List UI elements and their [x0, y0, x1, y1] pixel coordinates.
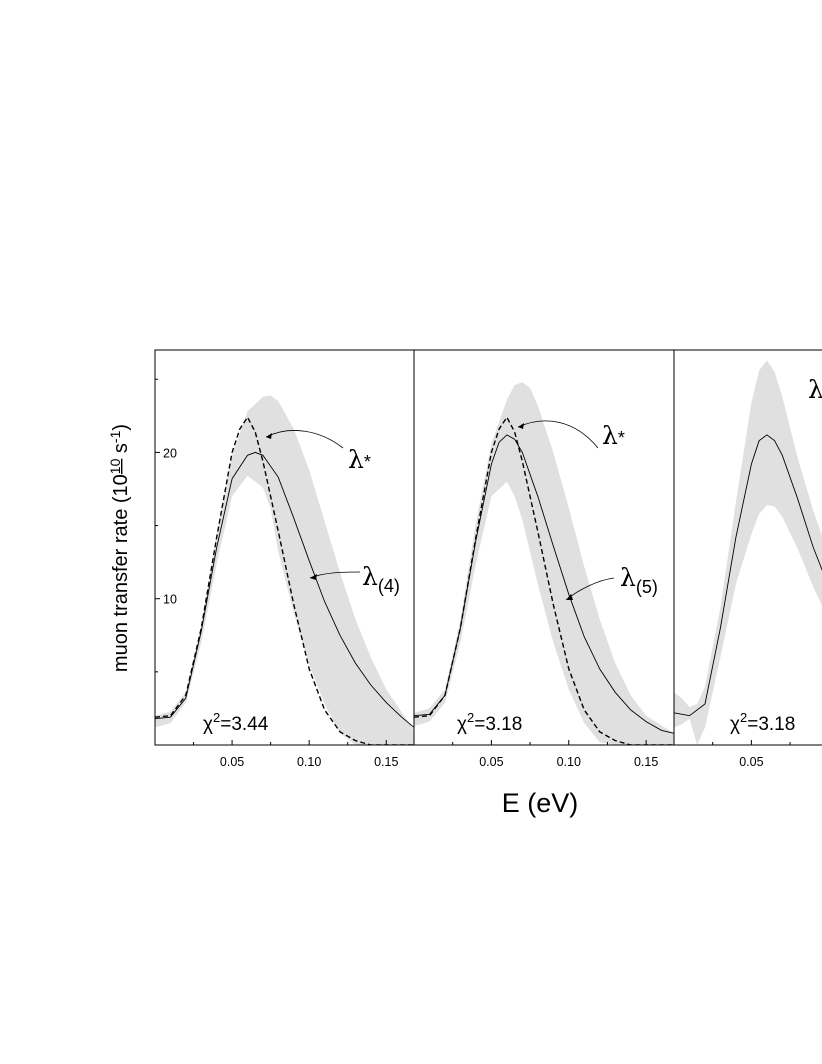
- x-tick-label: 0.05: [220, 755, 244, 769]
- panel-3: [674, 360, 822, 745]
- series-lambda-star-curve: [414, 415, 674, 745]
- x-tick-label: 0.05: [739, 755, 763, 769]
- x-tick-label: 0.15: [374, 755, 398, 769]
- lambda-star-leader: [265, 430, 344, 449]
- leader-arrowhead: [310, 574, 317, 580]
- x-tick-label: 0.10: [557, 755, 581, 769]
- panel-2: [414, 382, 674, 745]
- chi-square-label: χ2=3.18: [457, 710, 522, 735]
- uncertainty-band: [155, 395, 414, 745]
- chi-square-label: χ2=3.18: [730, 710, 795, 735]
- lambda-5-label: λ(5): [620, 563, 658, 597]
- y-tick-label: 20: [163, 446, 177, 460]
- panel-1: [155, 395, 414, 745]
- uncertainty-band: [674, 360, 822, 745]
- series-lambda-curve: [674, 434, 822, 717]
- lambda-star-label: λ*: [348, 445, 371, 474]
- y-tick-label: 10: [163, 593, 177, 607]
- leader-arrowhead: [518, 423, 524, 429]
- lambda-star-label: λ*: [602, 421, 625, 450]
- x-tick-label: 0.10: [297, 755, 321, 769]
- series-lambda-curve: [414, 434, 674, 734]
- x-tick-label: 0.05: [479, 755, 503, 769]
- series-lambda-star-curve: [155, 415, 414, 745]
- y-axis-label: muon transfer rate (1010 s-1): [107, 424, 132, 672]
- leader-arrowhead: [566, 594, 573, 600]
- x-axis-label: E (eV): [502, 788, 579, 818]
- panel-frame: [673, 349, 822, 746]
- axis-layer: 0.05 0.10 0.15 χ2=3.44 0.05 0.10 0.15 χ2=3.18 0.…: [154, 349, 822, 769]
- leader-arrowhead: [266, 433, 272, 439]
- uncertainty-band: [414, 382, 674, 745]
- lambda-star-leader: [517, 420, 599, 449]
- lambda-4-label: λ(4): [362, 562, 400, 596]
- x-tick-label: 0.15: [634, 755, 658, 769]
- chi-square-label: χ2=3.44: [203, 710, 269, 735]
- lambda-partial-label: λ: [808, 375, 822, 404]
- panels-layer: [155, 360, 822, 745]
